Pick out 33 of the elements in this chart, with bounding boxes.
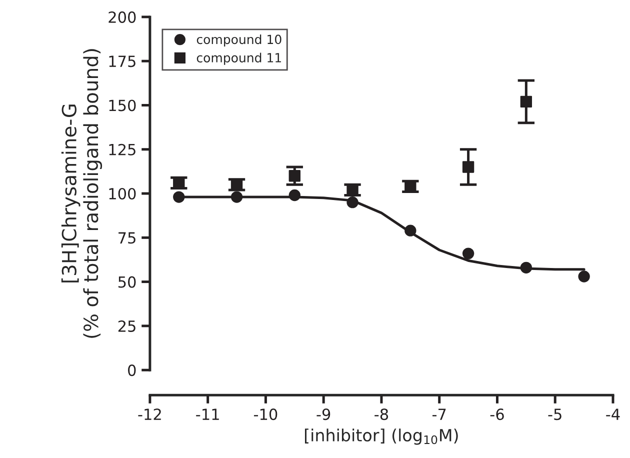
x-tick-label: -12 (138, 408, 161, 420)
x-axis-title: [inhibitor] (log$_{10}$M) (304, 428, 458, 445)
point (173, 191, 185, 203)
x-tick-label: -8 (374, 408, 388, 420)
y-tick-label: 75 (118, 232, 136, 244)
point (346, 196, 358, 208)
y-tick-label: 175 (109, 56, 136, 68)
y-tick-label: 150 (109, 100, 136, 112)
point (404, 224, 416, 236)
y-tick-label: 50 (118, 276, 136, 288)
legend-label: compound 11 (196, 52, 281, 65)
point (462, 248, 474, 260)
y-axis-title: [3H]Chrysamine-G (% of total radioligand bound) (61, 49, 102, 338)
y-tick-label: 125 (109, 144, 136, 156)
point (288, 189, 300, 202)
x-tick-label: -5 (548, 408, 562, 420)
y-tick-label: 200 (108, 11, 136, 23)
legend-label: compound 10 (196, 34, 282, 47)
x-tick-label: -9 (316, 408, 330, 420)
y-tick-label: 0 (128, 364, 136, 376)
point (288, 170, 300, 182)
x-tick-label: -7 (432, 408, 446, 420)
x-tick-label: -6 (490, 408, 504, 420)
x-tick-label: -11 (196, 408, 219, 420)
x-tick-label: -4 (606, 408, 620, 420)
point (520, 96, 532, 108)
point (230, 191, 243, 203)
point (578, 270, 590, 282)
y-tick-label: 25 (118, 320, 136, 332)
point (462, 161, 474, 173)
point (520, 262, 532, 274)
y-tick-label: 100 (109, 188, 136, 200)
x-tick-label: -10 (254, 408, 278, 420)
